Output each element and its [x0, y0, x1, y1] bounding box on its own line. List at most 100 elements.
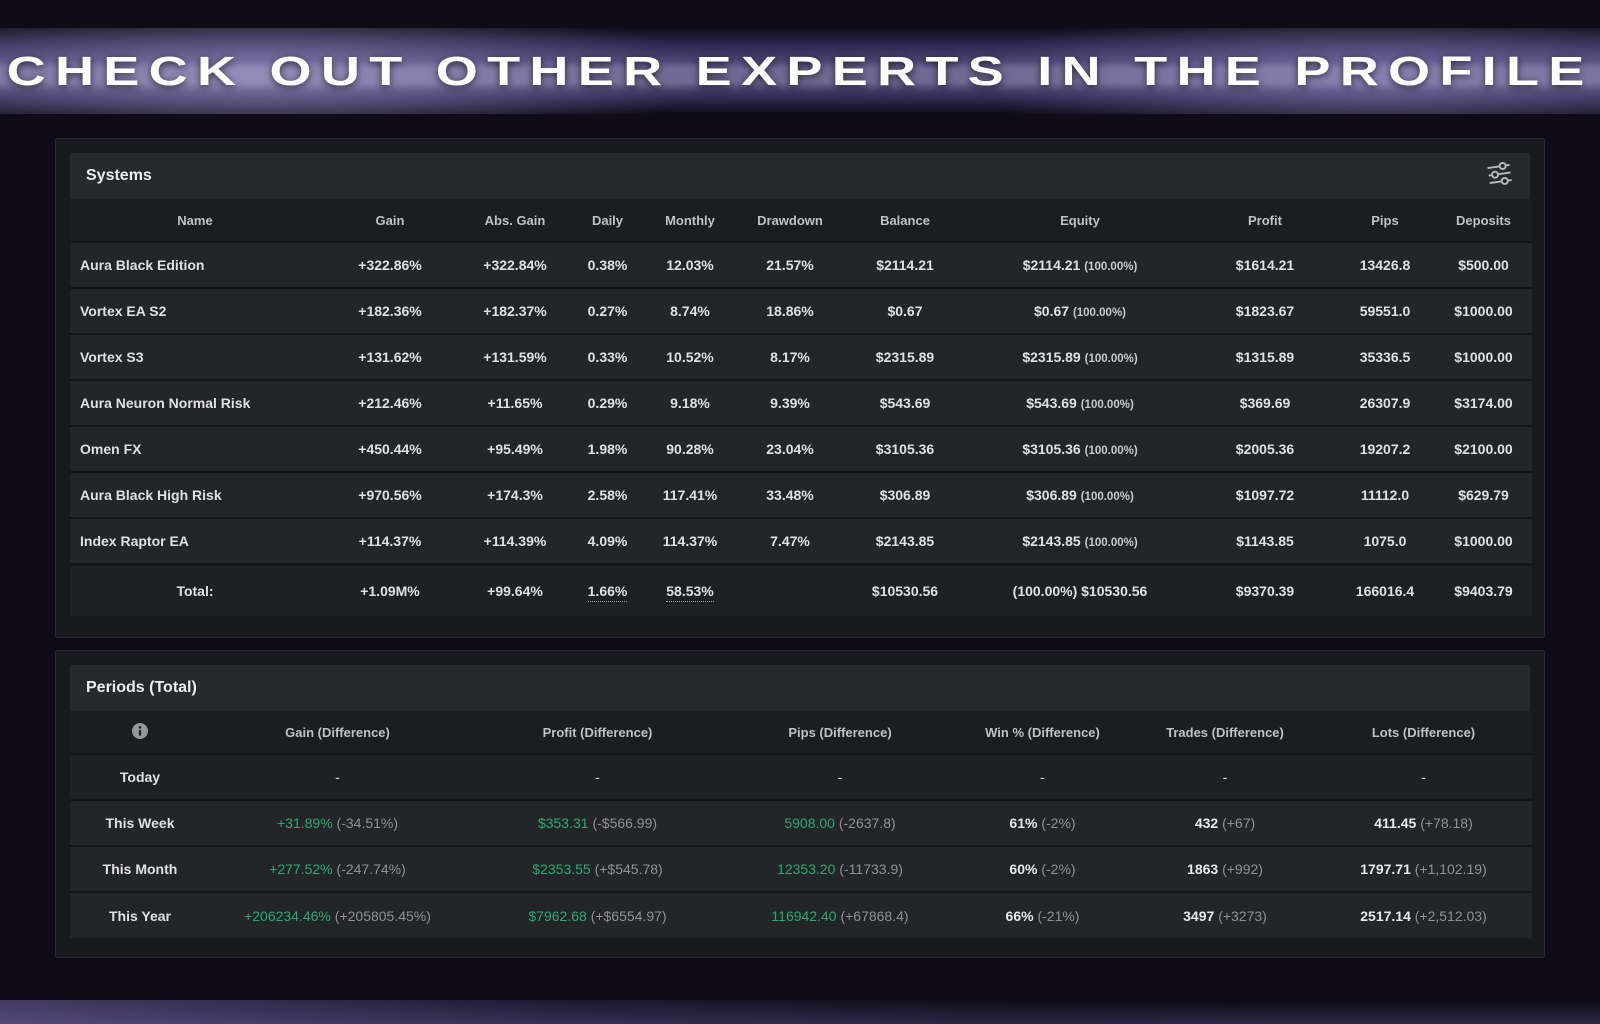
table-row[interactable]: Omen FX +450.44% +95.49% 1.98% 90.28% 23… — [70, 426, 1532, 472]
equity-percent: (100.00%) — [1080, 491, 1134, 503]
period-label: Today — [119, 769, 161, 785]
col-gain[interactable]: Gain — [375, 212, 405, 228]
period-label: This Week — [105, 815, 175, 831]
drawdown-value: 21.57% — [766, 257, 814, 273]
abs-gain-value: +174.3% — [487, 487, 543, 503]
balance-value: $543.69 — [879, 395, 931, 411]
deposits-value: $629.79 — [1458, 487, 1509, 503]
abs-gain-value: +131.59% — [483, 349, 547, 365]
period-row-this-week: This Week +31.89% (-34.51%) $353.31 (-$5… — [70, 800, 1532, 846]
system-name-link[interactable]: Aura Black Edition — [80, 257, 205, 273]
col-balance[interactable]: Balance — [880, 212, 930, 228]
systems-total-row: Total: +1.09M% +99.64% 1.66% 58.53% $105… — [70, 564, 1532, 616]
gain-cell: +206234.46% (+205805.45%) — [244, 907, 431, 924]
col-win-difference[interactable]: Win % (Difference) — [985, 724, 1100, 740]
profit-value: $369.69 — [1239, 395, 1291, 411]
gain-value: +182.36% — [358, 303, 422, 319]
table-row[interactable]: Aura Neuron Normal Risk +212.46% +11.65%… — [70, 380, 1532, 426]
col-name[interactable]: Name — [177, 212, 213, 228]
col-trades-difference[interactable]: Trades (Difference) — [1166, 724, 1284, 740]
profit-cell: $7962.68 (+$6554.97) — [528, 907, 667, 924]
pips-cell: - — [837, 769, 843, 785]
deposits-value: $1000.00 — [1454, 349, 1513, 365]
periods-panel: Periods (Total) Gain (Difference) Profit… — [55, 650, 1545, 958]
col-deposits[interactable]: Deposits — [1456, 212, 1511, 228]
abs-gain-value: +11.65% — [487, 395, 543, 411]
system-name-link[interactable]: Omen FX — [80, 441, 142, 457]
balance-value: $3105.36 — [875, 441, 935, 457]
daily-value: 4.09% — [587, 532, 628, 549]
total-drawdown — [735, 564, 845, 616]
deposits-value: $1000.00 — [1454, 532, 1513, 549]
gain-value: +212.46% — [358, 395, 422, 411]
abs-gain-value: +182.37% — [483, 303, 547, 319]
pips-cell: 5908.00 (-2637.8) — [784, 815, 896, 831]
balance-value: $2114.21 — [876, 257, 934, 273]
daily-value: 0.33% — [587, 349, 628, 365]
col-profit-difference[interactable]: Profit (Difference) — [542, 724, 653, 740]
abs-gain-value: +322.84% — [483, 257, 547, 273]
table-row[interactable]: Aura Black Edition +322.86% +322.84% 0.3… — [70, 242, 1532, 288]
pips-value: 1075.0 — [1363, 532, 1407, 549]
system-name-link[interactable]: Aura Neuron Normal Risk — [80, 395, 251, 411]
col-pips[interactable]: Pips — [1371, 212, 1399, 228]
equity-value: $2143.85 (100.00%) — [1022, 532, 1138, 549]
info-icon[interactable] — [131, 722, 149, 743]
daily-value: 0.38% — [587, 257, 628, 273]
trades-cell: 432 (+67) — [1194, 815, 1256, 831]
pips-value: 19207.2 — [1359, 441, 1411, 457]
system-name-link[interactable]: Vortex S3 — [80, 349, 144, 365]
profit-value: $1614.21 — [1235, 257, 1295, 273]
filter-sliders-icon[interactable] — [1484, 159, 1516, 194]
systems-header-row: Name Gain Abs. Gain Daily Monthly Drawdo… — [70, 199, 1532, 242]
systems-table: Name Gain Abs. Gain Daily Monthly Drawdo… — [70, 199, 1532, 616]
gain-cell: +277.52% (-247.74%) — [269, 861, 406, 877]
equity-value: $543.69 (100.00%) — [1026, 395, 1134, 411]
col-abs-gain[interactable]: Abs. Gain — [484, 212, 546, 228]
col-monthly[interactable]: Monthly — [665, 212, 715, 228]
periods-title: Periods (Total) — [86, 679, 197, 696]
drawdown-value: 9.39% — [770, 395, 810, 411]
pips-value: 11112.0 — [1360, 487, 1410, 503]
col-pips-difference[interactable]: Pips (Difference) — [788, 724, 892, 740]
equity-value: $2315.89 (100.00%) — [1022, 349, 1138, 365]
total-monthly[interactable]: 58.53% — [645, 564, 735, 616]
table-row[interactable]: Vortex EA S2 +182.36% +182.37% 0.27% 8.7… — [70, 288, 1532, 334]
table-row[interactable]: Aura Black High Risk +970.56% +174.3% 2.… — [70, 472, 1532, 518]
daily-value: 2.58% — [587, 487, 628, 503]
profit-cell: $2353.55 (+$545.78) — [532, 861, 663, 877]
win-cell: 66% (-21%) — [1005, 907, 1080, 924]
monthly-value: 10.52% — [666, 349, 714, 365]
col-profit[interactable]: Profit — [1248, 212, 1282, 228]
col-gain-difference[interactable]: Gain (Difference) — [285, 724, 390, 740]
info-header-cell — [70, 711, 210, 754]
lots-cell: 2517.14 (+2,512.03) — [1360, 907, 1487, 924]
gain-value: +131.62% — [358, 349, 422, 365]
trades-cell: 3497 (+3273) — [1183, 907, 1267, 924]
col-daily[interactable]: Daily — [591, 212, 624, 228]
gain-value: +970.56% — [358, 487, 422, 503]
profit-value: $2005.36 — [1235, 441, 1295, 457]
total-daily[interactable]: 1.66% — [570, 564, 645, 616]
trades-cell: 1863 (+992) — [1187, 861, 1263, 877]
col-lots-difference[interactable]: Lots (Difference) — [1371, 724, 1476, 740]
system-name-link[interactable]: Aura Black High Risk — [80, 487, 222, 503]
promo-banner-text: CHECK OUT OTHER EXPERTS IN THE PROFILE — [6, 47, 1594, 94]
system-name-link[interactable]: Vortex EA S2 — [80, 303, 167, 319]
drawdown-value: 8.17% — [770, 349, 810, 365]
total-pips: 166016.4 — [1355, 582, 1415, 599]
table-row[interactable]: Vortex S3 +131.62% +131.59% 0.33% 10.52%… — [70, 334, 1532, 380]
profit-value: $1823.67 — [1235, 303, 1295, 319]
col-drawdown[interactable]: Drawdown — [757, 212, 823, 228]
pips-value: 35336.5 — [1359, 349, 1411, 365]
col-equity[interactable]: Equity — [1060, 212, 1100, 228]
equity-percent: (100.00%) — [1084, 353, 1138, 365]
equity-percent: (100.00%) — [1072, 307, 1126, 319]
system-name-link[interactable]: Index Raptor EA — [80, 532, 189, 549]
table-row[interactable]: Index Raptor EA +114.37% +114.39% 4.09% … — [70, 518, 1532, 564]
gain-cell: - — [335, 769, 340, 785]
win-cell: 61% (-2%) — [1009, 815, 1076, 831]
lots-cell: 411.45 (+78.18) — [1374, 815, 1473, 831]
balance-value: $2143.85 — [875, 532, 935, 549]
bottom-banner-glow — [0, 1000, 1600, 1024]
